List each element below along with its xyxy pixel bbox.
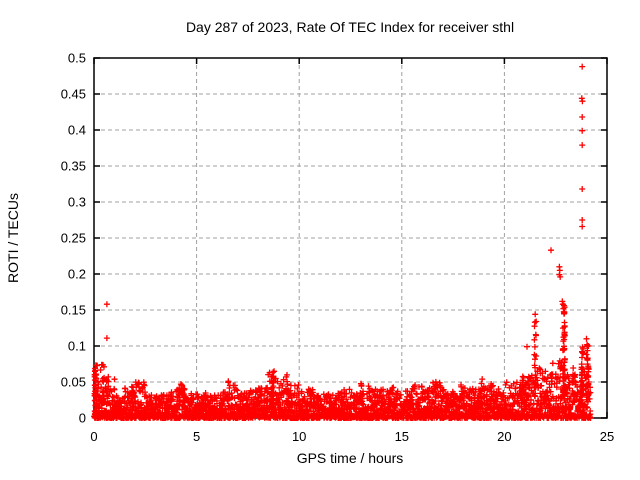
y-tick-label: 0.4 xyxy=(68,123,86,138)
x-tick-label: 5 xyxy=(193,429,200,444)
y-tick-label: 0.1 xyxy=(68,339,86,354)
y-tick-label: 0.25 xyxy=(61,231,86,246)
scatter-points xyxy=(91,63,594,421)
y-tick-label: 0.15 xyxy=(61,303,86,318)
y-tick-label: 0.35 xyxy=(61,159,86,174)
x-tick-label: 15 xyxy=(395,429,409,444)
y-tick-label: 0.5 xyxy=(68,51,86,66)
x-axis-label: GPS time / hours xyxy=(297,450,404,466)
x-tick-label: 10 xyxy=(292,429,306,444)
gridlines xyxy=(94,58,607,418)
x-tick-label: 0 xyxy=(90,429,97,444)
y-axis-label: ROTI / TECUs xyxy=(5,193,21,283)
y-tick-label: 0.2 xyxy=(68,267,86,282)
chart-title: Day 287 of 2023, Rate Of TEC Index for r… xyxy=(186,19,514,35)
x-tick-labels: 0 5 10 15 20 25 xyxy=(90,429,614,444)
y-tick-label: 0.45 xyxy=(61,87,86,102)
y-tick-label: 0.05 xyxy=(61,375,86,390)
y-tick-label: 0.3 xyxy=(68,195,86,210)
y-tick-label: 0 xyxy=(79,411,86,426)
x-tick-label: 20 xyxy=(497,429,511,444)
x-tick-label: 25 xyxy=(600,429,614,444)
y-tick-labels: 0 0.05 0.1 0.15 0.2 0.25 0.3 0.35 0.4 0.45 0.5 xyxy=(61,51,86,426)
roti-data-points xyxy=(91,63,594,421)
